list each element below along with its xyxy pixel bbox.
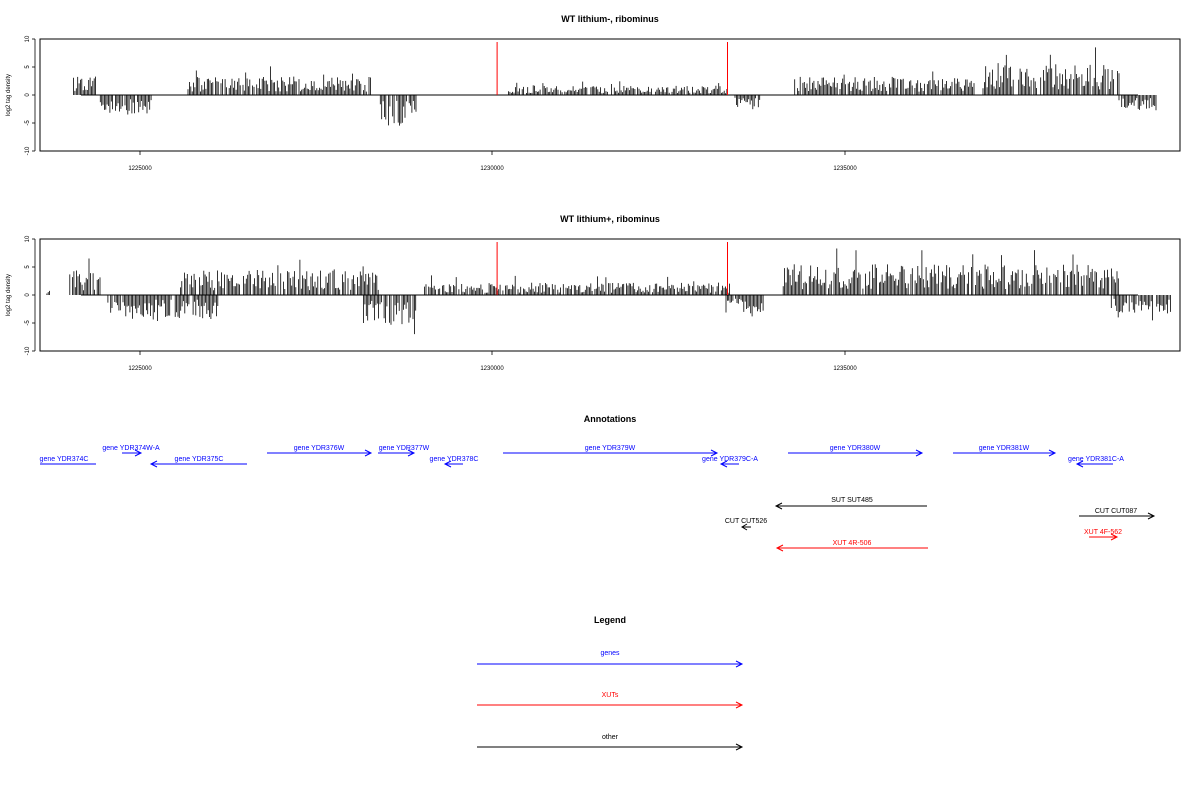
- feature-gene-ydr380w: gene YDR380W: [788, 445, 924, 457]
- feature-xut-4f-562: XUT 4F-562: [1084, 529, 1122, 541]
- track-1-y-axis-label: log2 tag density: [6, 74, 12, 116]
- y-tick-label: 5: [25, 265, 31, 269]
- legend-item-genes: genes: [477, 650, 744, 668]
- y-tick-label: 10: [25, 235, 31, 242]
- track-1-red-markers: [496, 42, 728, 95]
- track-2-y-axis: 10 5 0 -5 -10 log2 tag density: [6, 235, 36, 355]
- x-tick-label: 1235000: [833, 166, 857, 172]
- annotations-panel: Annotations gene YDR374C gene YDR374W-A …: [40, 414, 1156, 552]
- track-1-y-axis: 10 5 0 -5 -10 log2 tag density: [6, 35, 36, 155]
- legend-item-other: other: [477, 734, 744, 751]
- feature-label: gene YDR375C: [175, 456, 224, 463]
- feature-label: CUT CUT526: [725, 518, 767, 525]
- feature-cut-cut087: CUT CUT087: [1079, 508, 1156, 520]
- track-2-signal-bars: [46, 248, 1171, 335]
- y-tick-label: 0: [25, 93, 31, 97]
- feature-gene-ydr381w: gene YDR381W: [953, 445, 1057, 457]
- feature-label: gene YDR379C-A: [702, 456, 758, 463]
- legend-item-xuts: XUTs: [477, 692, 744, 709]
- x-tick-label: 1235000: [833, 366, 857, 372]
- track-2-y-axis-label: log2 tag density: [6, 274, 12, 316]
- feature-label: gene YDR374C: [40, 456, 89, 463]
- feature-xut-4r-506: XUT 4R-506: [775, 540, 928, 552]
- track-2-title: WT lithium+, ribominus: [560, 214, 660, 224]
- y-tick-label: -10: [25, 146, 31, 155]
- track-1: WT lithium-, ribominus 10 5 0 -5 -10 log…: [6, 14, 1181, 172]
- feature-label: XUT 4R-506: [833, 540, 872, 547]
- annotations-title: Annotations: [584, 414, 637, 424]
- legend: Legend genes XUTs other: [477, 615, 744, 751]
- track-1-x-axis: 1225000 1230000 1235000: [128, 151, 857, 172]
- feature-cut-cut526: CUT CUT526: [725, 518, 767, 531]
- y-tick-label: 5: [25, 65, 31, 69]
- feature-label: gene YDR379W: [585, 445, 636, 452]
- feature-gene-ydr377w: gene YDR377W: [378, 445, 430, 457]
- track-2-plot-frame: [39, 238, 1181, 352]
- y-tick-label: 10: [25, 35, 31, 42]
- x-tick-label: 1225000: [128, 366, 152, 372]
- y-tick-label: -10: [25, 346, 31, 355]
- track-2-red-markers: [496, 242, 728, 295]
- track-2-x-axis: 1225000 1230000 1235000: [128, 351, 857, 372]
- feature-gene-ydr374c: gene YDR374C: [40, 456, 96, 465]
- feature-label: XUT 4F-562: [1084, 529, 1122, 536]
- feature-label: gene YDR376W: [294, 445, 345, 452]
- feature-gene-ydr374w-a: gene YDR374W-A: [102, 445, 160, 457]
- x-tick-label: 1225000: [128, 166, 152, 172]
- feature-gene-ydr381c-a: gene YDR381C-A: [1068, 456, 1124, 468]
- y-tick-label: -5: [25, 120, 31, 126]
- feature-label: gene YDR381W: [979, 445, 1030, 452]
- feature-label: gene YDR381C-A: [1068, 456, 1124, 463]
- legend-label: genes: [600, 650, 620, 657]
- feature-sut-sut485: SUT SUT485: [774, 497, 927, 510]
- feature-gene-ydr379c-a: gene YDR379C-A: [702, 456, 758, 468]
- legend-title: Legend: [594, 615, 626, 625]
- track-2: WT lithium+, ribominus 10 5 0 -5 -10 log…: [6, 214, 1181, 372]
- feature-gene-ydr379w: gene YDR379W: [503, 445, 719, 457]
- feature-gene-ydr376w: gene YDR376W: [267, 445, 373, 457]
- feature-gene-ydr378c: gene YDR378C: [430, 456, 479, 468]
- x-tick-label: 1230000: [480, 366, 504, 372]
- feature-label: gene YDR378C: [430, 456, 479, 463]
- track-1-signal-bars: [73, 47, 1157, 126]
- x-tick-label: 1230000: [480, 166, 504, 172]
- feature-label: CUT CUT087: [1095, 508, 1137, 515]
- feature-label: SUT SUT485: [831, 497, 873, 504]
- track-1-title: WT lithium-, ribominus: [561, 14, 659, 24]
- y-tick-label: -5: [25, 320, 31, 326]
- feature-label: gene YDR377W: [379, 445, 430, 452]
- feature-label: gene YDR380W: [830, 445, 881, 452]
- feature-label: gene YDR374W-A: [102, 445, 160, 452]
- y-tick-label: 0: [25, 293, 31, 297]
- feature-gene-ydr375c: gene YDR375C: [149, 456, 247, 468]
- legend-label: other: [602, 734, 619, 741]
- track-1-plot-frame: [39, 38, 1181, 152]
- legend-label: XUTs: [602, 692, 619, 699]
